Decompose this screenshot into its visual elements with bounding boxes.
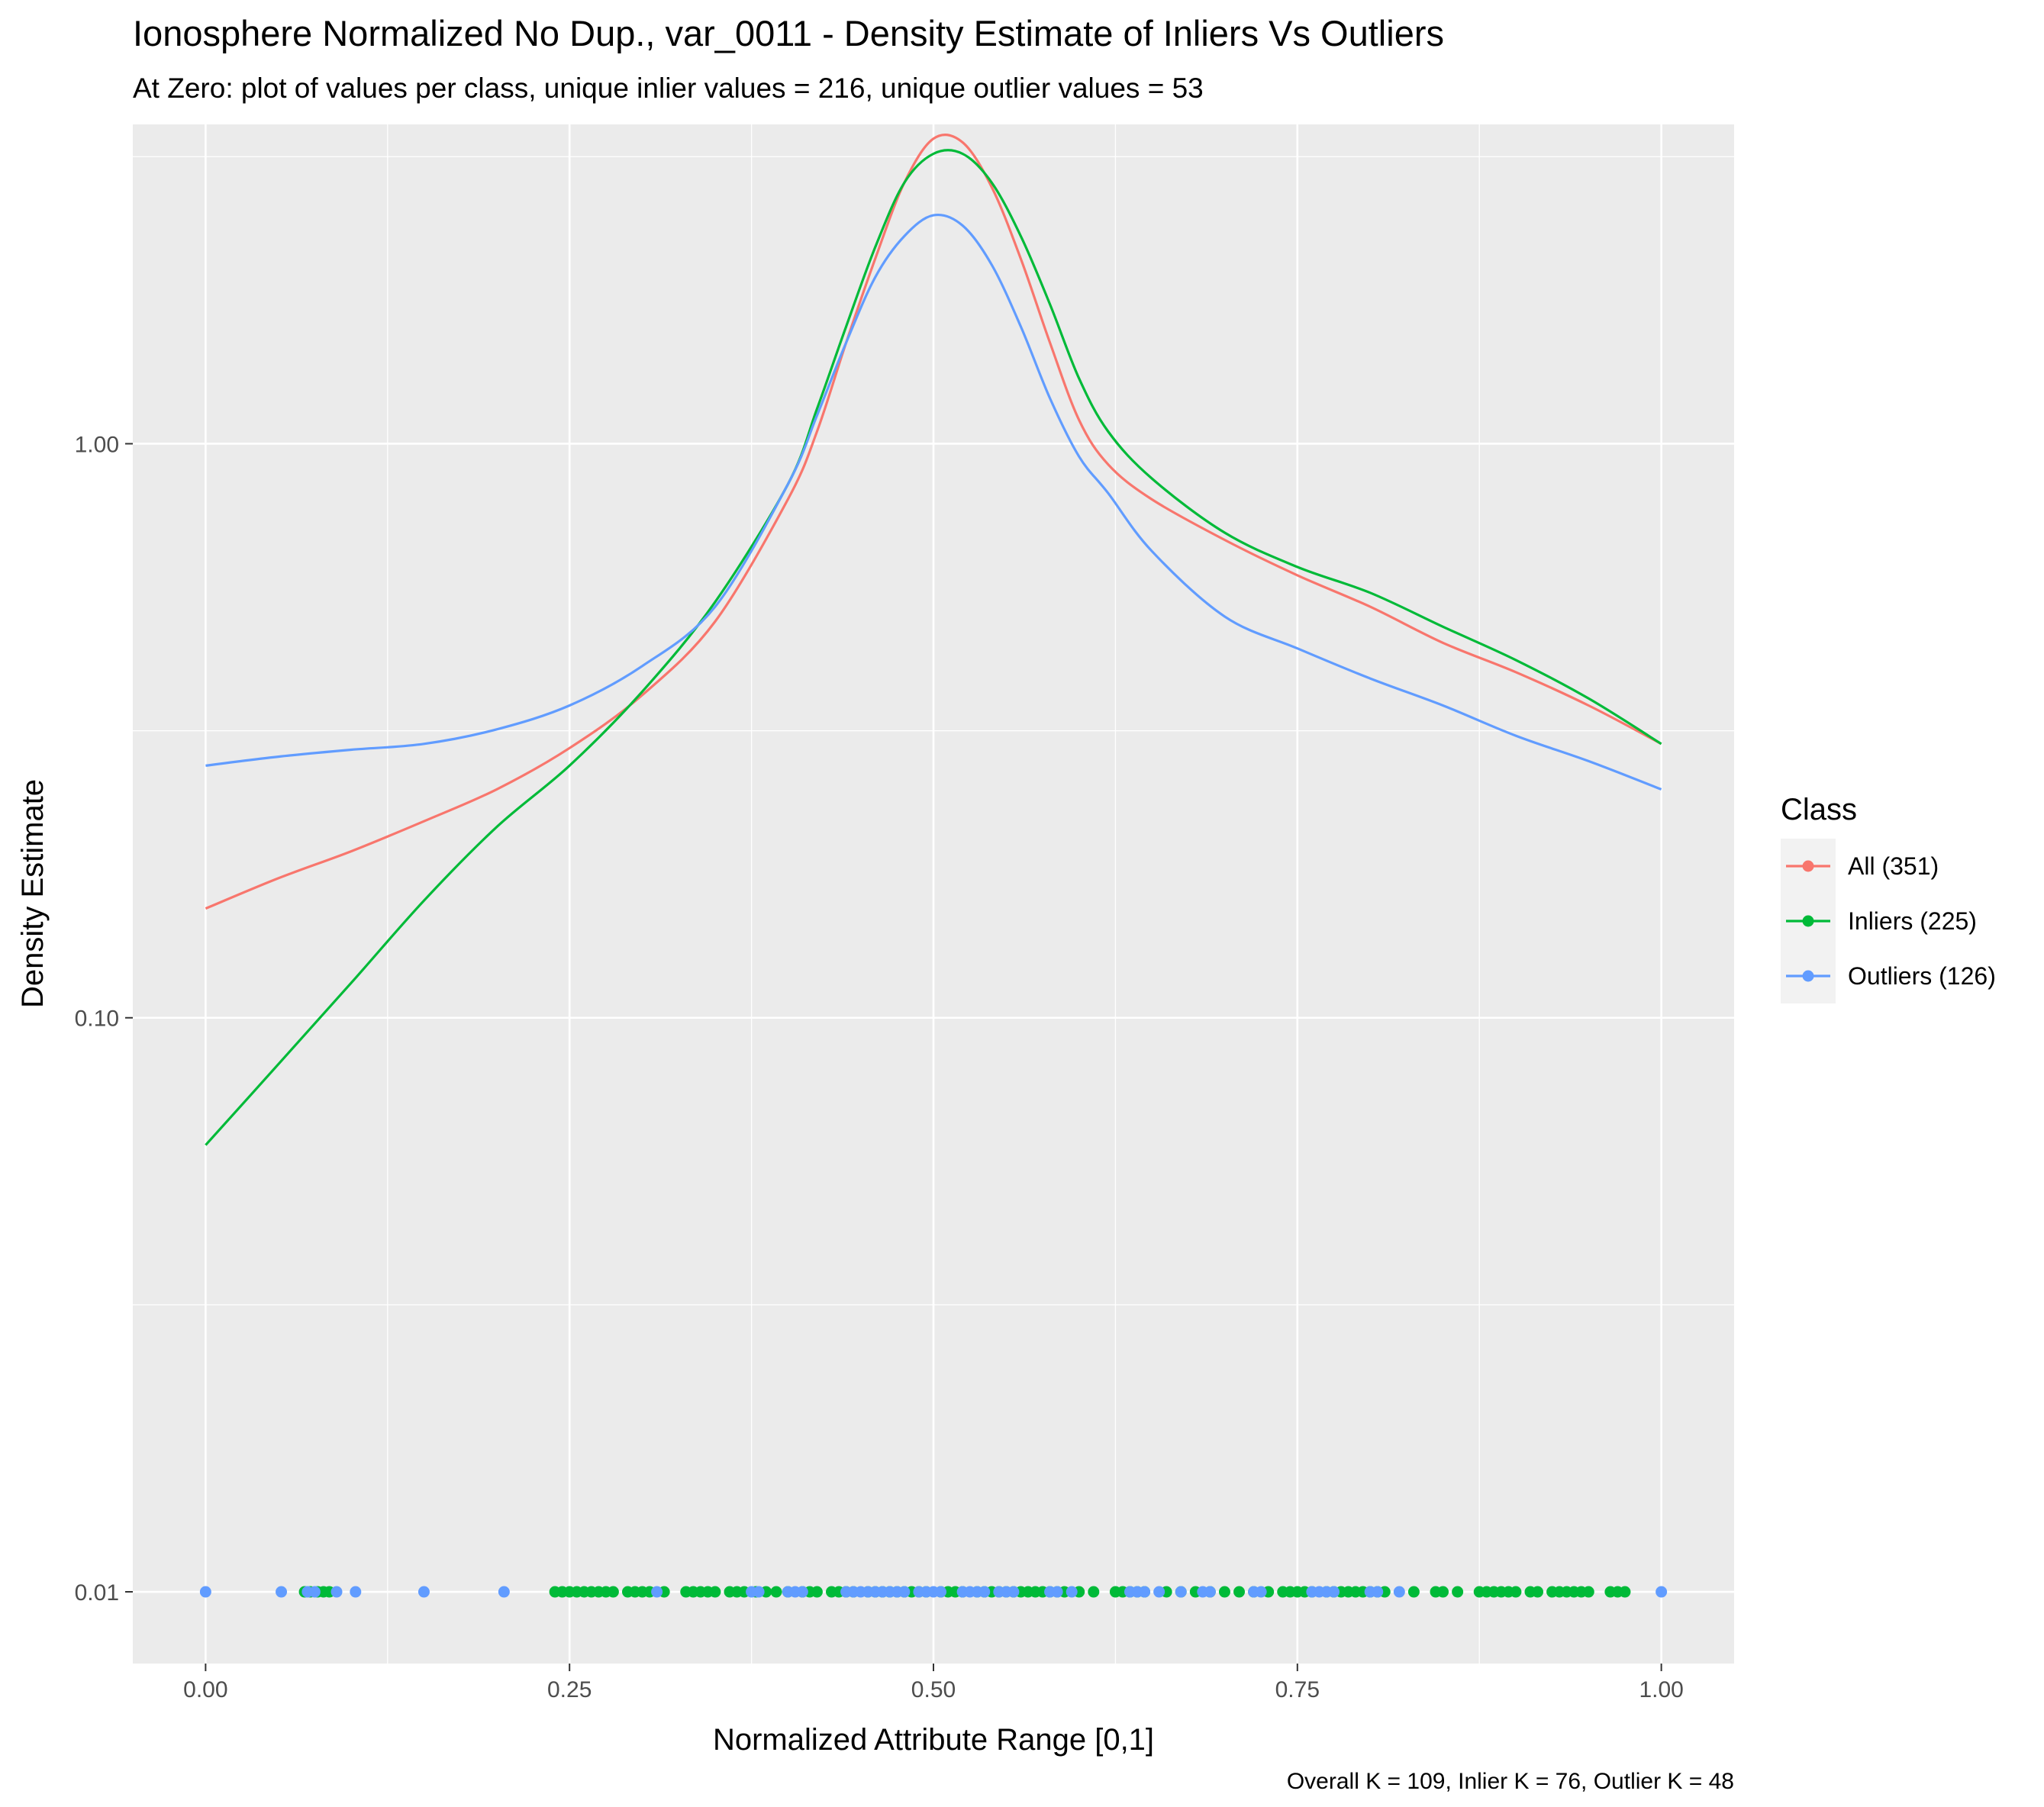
legend-label: Inliers (225) [1848,907,1977,935]
outlier-point [350,1586,362,1598]
inlier-point [811,1586,823,1598]
legend-point [1802,970,1814,982]
inlier-point [1437,1586,1449,1598]
gridlines [133,124,1734,1664]
legend-point [1802,915,1814,927]
outlier-point [1153,1586,1165,1598]
y-tick-label: 0.01 [75,1580,119,1606]
outlier-point [753,1586,765,1598]
outlier-point [1372,1586,1384,1598]
inlier-point [1233,1586,1246,1598]
y-tick-label: 1.00 [75,432,119,457]
value-points [199,1586,1668,1598]
outlier-point [935,1586,947,1598]
inlier-point [1510,1586,1522,1598]
y-axis-title: Density Estimate [16,779,50,1008]
inlier-point [770,1586,782,1598]
chart-subtitle: At Zero: plot of values per class, uniqu… [133,72,1204,104]
outlier-point [651,1586,663,1598]
outlier-point [276,1586,288,1598]
inlier-point [1218,1586,1230,1598]
x-tick-label: 0.00 [183,1677,227,1702]
legend: Class All (351) Inliers (225) Outliers (12… [1781,793,1996,1003]
x-tick-label: 0.25 [547,1677,592,1702]
inlier-point [1619,1586,1631,1598]
inlier-point [1532,1586,1544,1598]
outlier-point [199,1586,211,1598]
x-tick-label: 0.50 [911,1677,956,1702]
outlier-point [330,1586,343,1598]
x-tick-label: 1.00 [1639,1677,1683,1702]
x-axis-title: Normalized Attribute Range [0,1] [713,1723,1154,1757]
outlier-point [1255,1586,1267,1598]
inlier-point [1407,1586,1420,1598]
outlier-point [1656,1586,1668,1598]
legend-label: All (351) [1848,852,1939,880]
outlier-point [418,1586,430,1598]
outlier-point [1328,1586,1340,1598]
outlier-point [1066,1586,1078,1598]
legend-title: Class [1781,793,1857,826]
y-tick-label: 0.10 [75,1007,119,1032]
inlier-point [1452,1586,1464,1598]
inlier-point [1088,1586,1100,1598]
inlier-point [709,1586,721,1598]
axes: 0.00 0.25 0.50 0.75 1.00 0.01 0.10 1.00 [75,432,1684,1702]
outlier-point [978,1586,991,1598]
density-line-all [205,133,1662,910]
density-line-inliers [205,149,1662,1146]
legend-label: Outliers (126) [1848,962,1996,990]
inlier-point [1582,1586,1594,1598]
density-line-outliers [205,213,1662,791]
outlier-point [1204,1586,1216,1598]
outlier-point [308,1586,321,1598]
outlier-point [1051,1586,1063,1598]
outlier-point [898,1586,911,1598]
outlier-point [498,1586,510,1598]
outlier-point [1393,1586,1405,1598]
legend-point [1802,860,1814,872]
outlier-point [1139,1586,1151,1598]
outlier-point [1007,1586,1020,1598]
inlier-point [607,1586,619,1598]
outlier-point [796,1586,808,1598]
chart-title: Ionosphere Normalized No Dup., var_0011 … [133,13,1444,53]
chart-caption: Overall K = 109, Inlier K = 76, Outlier … [1287,1769,1734,1794]
outlier-point [1175,1586,1187,1598]
density-curves [205,133,1662,1146]
x-tick-label: 0.75 [1275,1677,1320,1702]
